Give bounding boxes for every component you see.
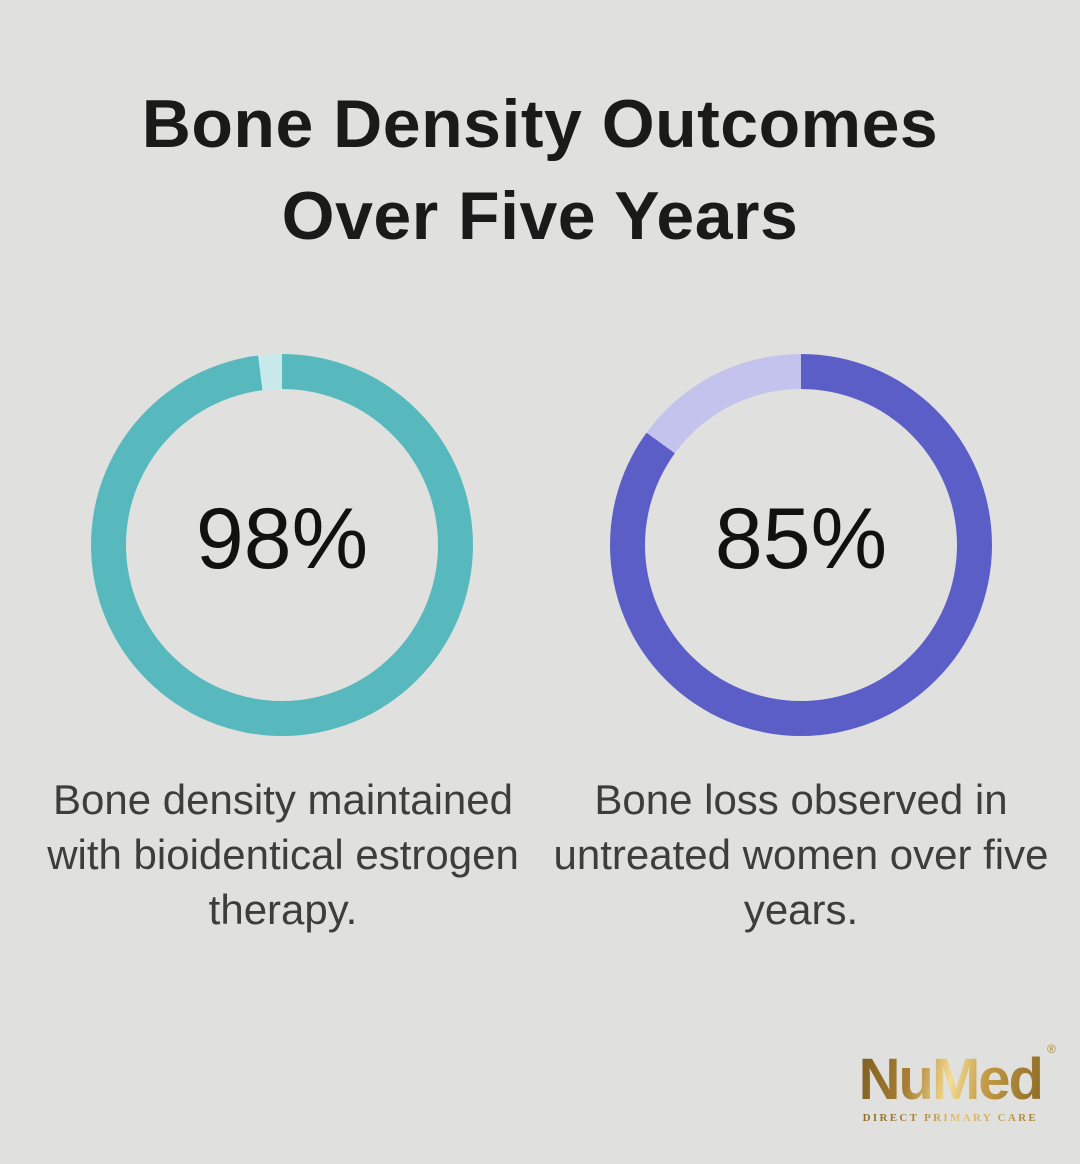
donut-hole-treated: 98% — [126, 389, 438, 701]
page-title: Bone Density Outcomes Over Five Years — [0, 78, 1080, 262]
caption-treated: Bone density maintained with bioidentica… — [47, 776, 519, 933]
page-title-line-1: Bone Density Outcomes — [141, 86, 939, 162]
page-title-line-2: Over Five Years — [281, 178, 799, 254]
donut-chart-untreated: 85% — [610, 354, 992, 736]
brand-name: NuMed — [858, 1047, 1044, 1112]
donut-value-label-untreated: 85% — [714, 490, 888, 587]
brand-tagline: DIRECT PRIMARY CARE — [859, 1112, 1042, 1124]
donut-value-label-treated: 98% — [195, 490, 369, 587]
caption-untreated: Bone loss observed in untreated women ov… — [553, 776, 1049, 933]
donut-hole-untreated: 85% — [645, 389, 957, 701]
registered-trademark-icon: ® — [1047, 1042, 1056, 1056]
brand-logo: NuMed ® DIRECT PRIMARY CARE — [859, 1043, 1056, 1124]
brand-wordmark: NuMed ® — [859, 1043, 1056, 1109]
donut-chart-treated: 98% — [91, 354, 473, 736]
